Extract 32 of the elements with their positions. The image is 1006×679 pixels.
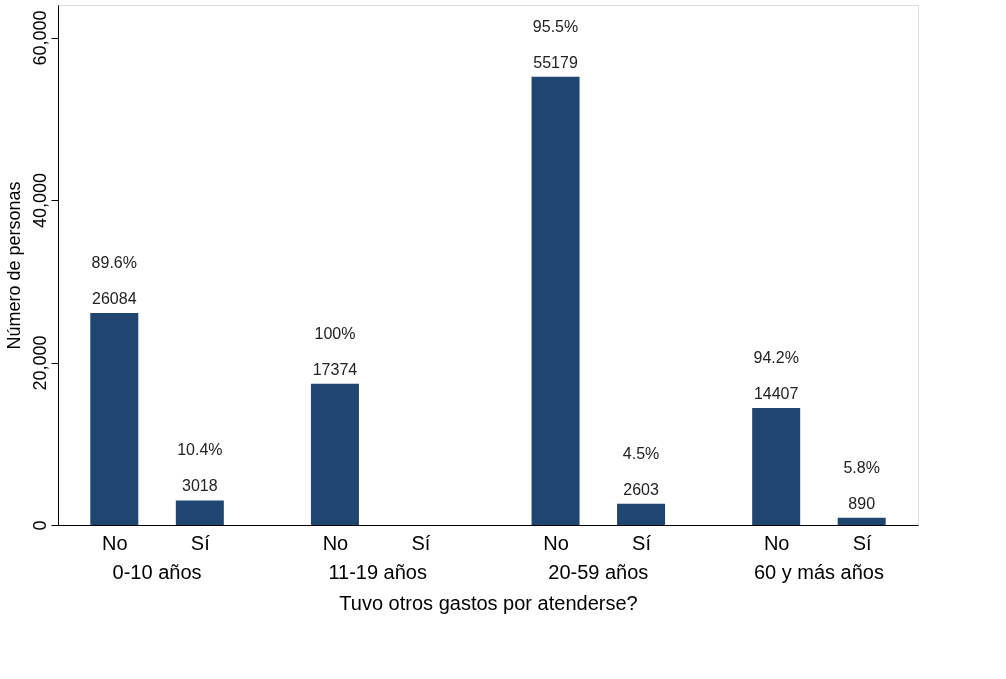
annotation: 10.4% <box>177 441 223 459</box>
annotation: 94.2% <box>753 348 799 366</box>
y-tick-label: 20,000 <box>29 335 50 391</box>
text: 0-10 años <box>112 561 202 583</box>
x-tick-label: No <box>543 531 569 554</box>
x-axis-title: Tuvo otros gastos por atenderse? <box>339 591 638 614</box>
x-tick-label: Sí <box>852 531 873 554</box>
annotation: 89.6% <box>91 254 137 272</box>
annotation: 5.8% <box>843 458 880 476</box>
annotation: 100% <box>314 324 356 342</box>
text: 60 y más años <box>753 561 884 583</box>
x-tick-label: No <box>102 531 128 554</box>
text: 20-59 años <box>548 561 649 583</box>
x-tick-label: Sí <box>411 531 431 554</box>
data-label: 26084 <box>92 290 137 308</box>
data-label: 3018 <box>182 477 218 495</box>
x-tick-label: Sí <box>190 531 211 554</box>
y-tick-label: 60,000 <box>29 10 50 66</box>
annotation: 4.5% <box>622 444 660 462</box>
data-label: 17374 <box>312 360 358 378</box>
x-tick-label: Sí <box>632 531 652 554</box>
data-label: 890 <box>848 494 876 512</box>
data-label: 2603 <box>623 480 659 498</box>
x-tick-label: No <box>763 531 790 554</box>
y-tick-label: 40,000 <box>29 172 50 229</box>
data-label: 55179 <box>533 53 578 71</box>
text: 11-19 años <box>328 561 427 583</box>
annotation: 95.5% <box>532 17 579 35</box>
x-tick-label: No <box>322 531 349 554</box>
y-axis-title: Número de personas <box>3 181 24 350</box>
y-tick-label: 0 <box>29 520 50 531</box>
data-label: 14407 <box>753 384 799 402</box>
